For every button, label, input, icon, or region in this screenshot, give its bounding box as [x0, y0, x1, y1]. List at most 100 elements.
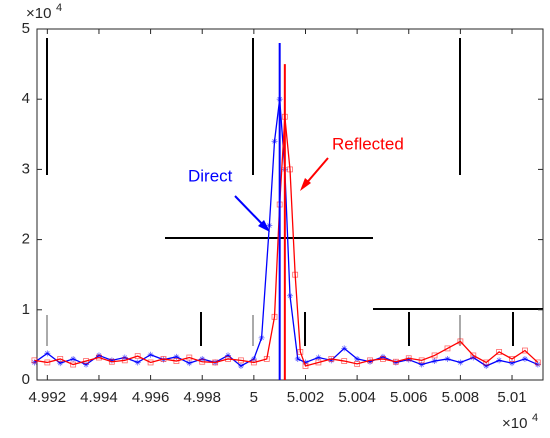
- marker: [457, 338, 464, 345]
- x-tick-label: 5.01: [497, 389, 526, 406]
- x-tick-label: 5.004: [338, 389, 376, 406]
- marker: [250, 359, 257, 366]
- x-tick-label: 5.006: [390, 389, 428, 406]
- marker: [534, 359, 541, 366]
- arrow-head: [258, 220, 270, 232]
- marker: [509, 356, 515, 362]
- x-tick-label: 5.008: [442, 389, 480, 406]
- marker: [354, 355, 361, 362]
- marker: [297, 349, 304, 355]
- marker: [470, 352, 477, 359]
- marker: [271, 313, 278, 320]
- marker: [341, 345, 348, 352]
- marker: [186, 360, 193, 367]
- marker: [96, 354, 102, 361]
- marker: [509, 360, 516, 367]
- marker: [70, 361, 77, 368]
- marker: [237, 362, 244, 369]
- marker: [380, 356, 386, 362]
- annotation: Reflected: [332, 134, 404, 153]
- x-tick-label: 4.994: [80, 389, 118, 406]
- marker: [173, 353, 180, 360]
- marker: [483, 359, 490, 366]
- marker: [431, 352, 438, 359]
- marker: [238, 357, 244, 364]
- marker: [431, 358, 438, 365]
- x-tick-label: 5.002: [287, 389, 325, 406]
- marker: [287, 166, 293, 173]
- y-tick-label: 2: [22, 231, 30, 248]
- marker: [134, 353, 141, 360]
- marker: [328, 356, 335, 362]
- y-tick-label: 3: [22, 160, 30, 177]
- x-tick-label: 4.992: [29, 389, 67, 406]
- marker: [225, 352, 232, 359]
- marker: [367, 357, 373, 364]
- marker: [186, 354, 193, 361]
- y-exponent-base: ×10: [26, 5, 51, 22]
- marker: [392, 358, 399, 365]
- marker: [496, 349, 503, 355]
- marker: [315, 354, 322, 361]
- marker: [70, 355, 77, 362]
- marker: [57, 360, 64, 367]
- marker: [212, 359, 219, 366]
- marker: [444, 355, 451, 362]
- marker: [457, 359, 464, 366]
- plot-area: [36, 28, 544, 381]
- x-tick-label: 4.996: [132, 389, 170, 406]
- marker: [134, 359, 141, 366]
- marker: [258, 334, 265, 341]
- marker: [302, 363, 309, 369]
- marker: [160, 356, 167, 362]
- marker: [444, 345, 451, 352]
- marker: [354, 360, 361, 367]
- marker: [405, 355, 412, 362]
- y-tick-label: 0: [22, 371, 30, 388]
- marker: [418, 357, 425, 364]
- marker: [392, 359, 399, 366]
- marker: [225, 356, 231, 362]
- x-tick-label: 4.998: [183, 389, 221, 406]
- x-tick-label: 5: [250, 389, 258, 406]
- annotation-arrow: [234, 195, 267, 229]
- marker: [173, 358, 180, 364]
- marker: [250, 355, 257, 362]
- annotation: Direct: [188, 166, 233, 185]
- marker: [263, 356, 270, 362]
- overlay-lines: [46, 38, 543, 346]
- marker: [31, 357, 38, 364]
- marker: [44, 359, 51, 366]
- marker: [83, 361, 90, 368]
- x-exponent: 4: [532, 412, 538, 424]
- marker: [266, 222, 273, 229]
- marker: [496, 357, 503, 364]
- arrow-head: [300, 178, 311, 191]
- marker: [418, 361, 425, 368]
- marker: [367, 358, 374, 365]
- marker: [83, 358, 89, 364]
- marker: [341, 358, 348, 364]
- marker: [483, 362, 490, 369]
- marker: [147, 359, 154, 366]
- marker: [315, 359, 322, 366]
- marker: [44, 350, 51, 357]
- overlay-lines-gray: [46, 315, 461, 346]
- marker: [302, 359, 309, 366]
- x-exponent-base: ×10: [502, 415, 527, 432]
- marker: [121, 357, 128, 364]
- marker: [160, 356, 167, 363]
- marker: [522, 347, 528, 354]
- marker: [147, 351, 154, 358]
- marker: [199, 358, 206, 365]
- marker: [57, 356, 64, 362]
- marker: [108, 357, 115, 364]
- y-tick-label: 1: [22, 301, 30, 318]
- marker: [292, 271, 299, 278]
- y-tick-label: 4: [22, 90, 30, 107]
- marker: [405, 356, 412, 363]
- marker: [294, 355, 301, 362]
- y-tick-label: 5: [22, 20, 30, 37]
- marker: [287, 292, 293, 299]
